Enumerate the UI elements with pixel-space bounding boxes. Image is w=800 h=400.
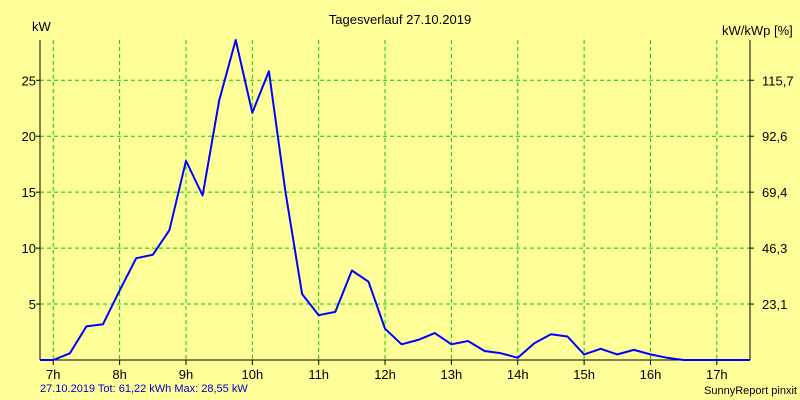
data-point: [135, 257, 137, 259]
data-point: [69, 352, 71, 354]
data-point: [318, 314, 320, 316]
x-tick-label: 15h: [573, 367, 595, 382]
footer-summary: 27.10.2019 Tot: 61,22 kWh Max: 28,55 kW: [40, 383, 248, 395]
data-point: [334, 311, 336, 313]
y-tick-label-left: 25: [22, 73, 36, 88]
x-tick-label: 17h: [706, 367, 728, 382]
grid-lines: [40, 40, 750, 360]
x-tick-label: 13h: [441, 367, 463, 382]
data-point: [716, 359, 718, 361]
data-point: [550, 333, 552, 335]
chart-title: Tagesverlauf 27.10.2019: [329, 12, 471, 27]
data-point: [102, 323, 104, 325]
data-point: [401, 343, 403, 345]
data-point: [533, 342, 535, 344]
x-tick-label: 10h: [241, 367, 263, 382]
data-point: [732, 359, 734, 361]
data-point: [268, 70, 270, 72]
data-point: [168, 229, 170, 231]
x-tick-label: 7h: [46, 367, 60, 382]
y-tick-label-left: 20: [22, 129, 36, 144]
y-tick-label-right: 46,3: [762, 241, 787, 256]
footer-brand: SunnyReport pinxit: [704, 385, 797, 397]
plot-area: [40, 40, 750, 360]
data-point: [285, 191, 287, 193]
data-point: [467, 340, 469, 342]
data-point: [616, 353, 618, 355]
data-point: [500, 352, 502, 354]
data-point: [152, 254, 154, 256]
data-point: [517, 357, 519, 359]
data-point: [119, 290, 121, 292]
data-point: [351, 269, 353, 271]
data-point: [39, 359, 41, 361]
data-point: [683, 359, 685, 361]
y-tick-label-left: 10: [22, 241, 36, 256]
data-point: [633, 349, 635, 351]
x-tick-label: 12h: [374, 367, 396, 382]
data-point: [367, 281, 369, 283]
data-point: [450, 343, 452, 345]
x-tick-label: 8h: [112, 367, 126, 382]
data-point: [434, 332, 436, 334]
axes: [39, 40, 751, 361]
data-point: [235, 39, 237, 41]
data-point: [52, 359, 54, 361]
x-tick-label: 9h: [179, 367, 193, 382]
x-tick-label: 16h: [640, 367, 662, 382]
y-tick-label-left: 5: [29, 297, 36, 312]
data-point: [600, 348, 602, 350]
data-point: [185, 160, 187, 162]
y-tick-label-right: 69,4: [762, 185, 787, 200]
y-axis-left-label: kW: [32, 19, 52, 34]
data-point: [567, 336, 569, 338]
data-point: [417, 339, 419, 341]
y-axis-right-label: kW/kWp [%]: [722, 23, 793, 38]
y-tick-label-right: 23,1: [762, 297, 787, 312]
data-point: [218, 99, 220, 101]
data-point: [649, 353, 651, 355]
data-point: [251, 112, 253, 114]
x-tick-label: 14h: [507, 367, 529, 382]
data-point: [202, 195, 204, 197]
y-tick-label-left: 15: [22, 185, 36, 200]
data-point: [749, 359, 751, 361]
data-point: [384, 328, 386, 330]
data-point: [85, 325, 87, 327]
data-point: [484, 350, 486, 352]
y-tick-label-right: 115,7: [762, 73, 794, 88]
data-point: [699, 359, 701, 361]
series-line: [40, 39, 750, 361]
tick-labels: 7h 8h 9h 10h 11h 12h 13h 14h 15h 16h 17h 5 23,1 10 46,…: [22, 73, 794, 382]
data-point: [666, 357, 668, 359]
data-point: [583, 353, 585, 355]
data-point: [301, 293, 303, 295]
x-tick-label: 11h: [308, 367, 329, 382]
y-tick-label-right: 92,6: [762, 129, 787, 144]
